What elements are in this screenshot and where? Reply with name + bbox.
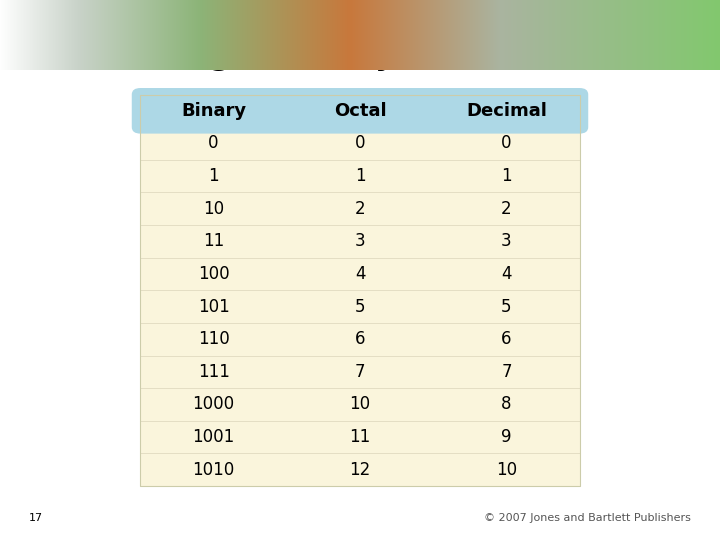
Text: 4: 4 (501, 265, 512, 283)
Text: 1: 1 (501, 167, 512, 185)
FancyBboxPatch shape (132, 88, 588, 133)
Text: 1: 1 (355, 167, 365, 185)
Bar (140, 454, 580, 486)
Text: 9: 9 (501, 428, 512, 446)
Bar (140, 421, 580, 454)
Text: 1000: 1000 (192, 395, 235, 414)
Text: 17: 17 (29, 514, 43, 523)
Text: 11: 11 (203, 232, 224, 251)
Text: 100: 100 (198, 265, 230, 283)
Bar (140, 291, 580, 323)
Text: Binary: Binary (181, 102, 246, 120)
Text: 10: 10 (496, 461, 517, 478)
Text: 7: 7 (355, 363, 365, 381)
Bar (140, 225, 580, 258)
Text: 4: 4 (355, 265, 365, 283)
Text: 5: 5 (501, 298, 512, 315)
Bar (140, 127, 580, 160)
Text: 1001: 1001 (192, 428, 235, 446)
Text: 5: 5 (355, 298, 365, 315)
Bar (140, 323, 580, 355)
Text: 2: 2 (501, 200, 512, 218)
Text: Octal: Octal (333, 102, 387, 120)
Bar (140, 355, 580, 388)
Text: 11: 11 (349, 428, 371, 446)
Text: Decimal: Decimal (466, 102, 546, 120)
Text: 101: 101 (198, 298, 230, 315)
Text: 3: 3 (355, 232, 365, 251)
Bar (140, 94, 580, 486)
Text: 110: 110 (198, 330, 230, 348)
Text: 10: 10 (203, 200, 224, 218)
Text: 1010: 1010 (192, 461, 235, 478)
Text: 6: 6 (501, 330, 512, 348)
Text: 2: 2 (355, 200, 365, 218)
Text: 6: 6 (355, 330, 365, 348)
Text: 0: 0 (355, 134, 365, 152)
Text: 3: 3 (501, 232, 512, 251)
Text: 0: 0 (501, 134, 512, 152)
Text: 10: 10 (349, 395, 371, 414)
Bar (140, 160, 580, 192)
Bar (140, 388, 580, 421)
Text: Counting in Binary/Octal/Decimal: Counting in Binary/Octal/Decimal (76, 42, 644, 71)
Text: 12: 12 (349, 461, 371, 478)
Bar (140, 258, 580, 291)
Text: © 2007 Jones and Bartlett Publishers: © 2007 Jones and Bartlett Publishers (485, 514, 691, 523)
Text: 0: 0 (208, 134, 219, 152)
Text: 7: 7 (501, 363, 512, 381)
Text: 8: 8 (501, 395, 512, 414)
Bar (140, 192, 580, 225)
Text: 1: 1 (208, 167, 219, 185)
Text: 111: 111 (198, 363, 230, 381)
